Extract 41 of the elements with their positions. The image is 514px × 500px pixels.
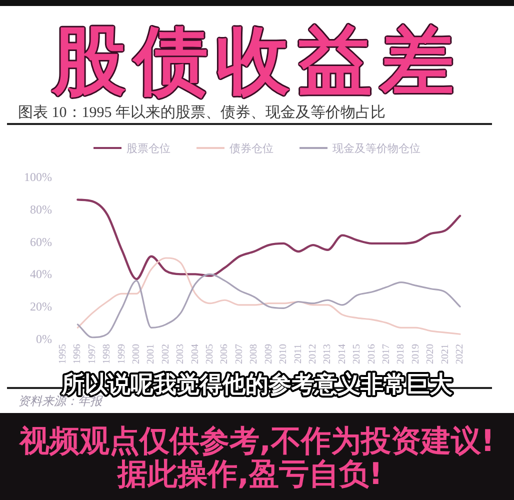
subtitle: 图表 10：1995 年以来的股票、债券、现金及等价物占比 bbox=[18, 105, 386, 121]
xtick: 2015 bbox=[352, 344, 363, 364]
legend-label: 债券仓位 bbox=[230, 142, 274, 155]
xtick: 2007 bbox=[234, 344, 245, 364]
xtick: 2010 bbox=[278, 344, 290, 364]
ytick: 100% bbox=[24, 170, 52, 184]
xtick: 2004 bbox=[190, 344, 201, 364]
xtick: 2005 bbox=[204, 344, 216, 364]
xtick: 2020 bbox=[425, 344, 436, 364]
xtick: 2000 bbox=[131, 344, 142, 364]
xtick: 1999 bbox=[116, 344, 128, 364]
xtick: 2014 bbox=[336, 344, 348, 364]
xtick: 2002 bbox=[160, 344, 172, 364]
xtick: 2016 bbox=[366, 344, 378, 364]
xtick: 1998 bbox=[102, 344, 113, 364]
xtick: 2013 bbox=[322, 344, 334, 364]
ytick: 60% bbox=[30, 234, 52, 249]
xtick: 2003 bbox=[175, 344, 186, 364]
xtick: 2018 bbox=[396, 344, 407, 364]
legend-label: 现金及等价物仓位 bbox=[332, 143, 420, 155]
xtick: 2017 bbox=[380, 344, 392, 364]
xtick: 2012 bbox=[307, 344, 318, 364]
xtick: 2021 bbox=[440, 344, 451, 364]
xtick: 2022 bbox=[454, 344, 466, 364]
ytick: 40% bbox=[30, 267, 52, 282]
ytick: 80% bbox=[30, 202, 52, 216]
xtick: 1997 bbox=[86, 344, 98, 364]
xtick: 1995 bbox=[58, 344, 68, 364]
annotation: 视频观点仅供参考,不作为投资建议! bbox=[19, 424, 495, 459]
annotation: 据此操作,盈亏自负! bbox=[117, 457, 383, 492]
xtick: 2006 bbox=[219, 344, 230, 364]
xtick: 2008 bbox=[248, 344, 260, 364]
title: 股债收益差 bbox=[52, 18, 462, 104]
xtick: 1996 bbox=[72, 344, 84, 364]
ytick: 0% bbox=[36, 332, 52, 346]
xtick: 2011 bbox=[292, 344, 304, 364]
xtick: 2009 bbox=[263, 344, 274, 364]
xtick: 2019 bbox=[410, 344, 422, 364]
legend-label: 股票仓位 bbox=[126, 143, 170, 155]
ytick: 20% bbox=[30, 300, 52, 314]
xtick: 2001 bbox=[146, 344, 157, 364]
